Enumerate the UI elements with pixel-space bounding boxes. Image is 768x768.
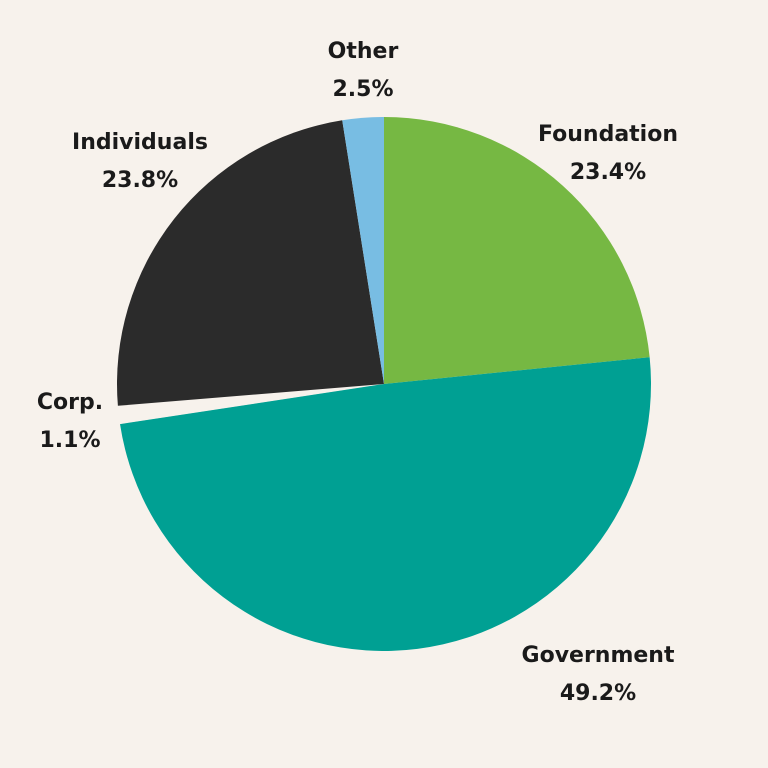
pie-slice-corp: [109, 384, 377, 426]
slice-label-individuals: Individuals 23.8%: [72, 124, 208, 200]
slice-name-other: Other: [327, 39, 399, 64]
slice-name-corp: Corp.: [36, 390, 104, 415]
slice-label-corp: Corp. 1.1%: [37, 384, 103, 460]
slice-label-foundation: Foundation 23.4%: [538, 116, 678, 192]
slice-value-corp: 1.1%: [39, 428, 101, 453]
pie-slice-other: [342, 117, 384, 384]
slice-value-individuals: 23.8%: [101, 168, 179, 193]
slice-label-other: Other 2.5%: [328, 33, 399, 109]
pie-slices: [109, 117, 651, 651]
pie-slice-foundation: [384, 117, 650, 384]
slice-value-other: 2.5%: [332, 77, 394, 102]
slice-name-government: Government: [521, 643, 675, 668]
slice-label-government: Government 49.2%: [522, 637, 675, 713]
slice-name-individuals: Individuals: [72, 130, 208, 155]
pie-slice-government: [120, 357, 651, 651]
slice-value-foundation: 23.4%: [569, 160, 647, 185]
slice-name-foundation: Foundation: [537, 122, 679, 147]
pie-slice-individuals: [117, 120, 384, 406]
slice-value-government: 49.2%: [559, 681, 637, 706]
